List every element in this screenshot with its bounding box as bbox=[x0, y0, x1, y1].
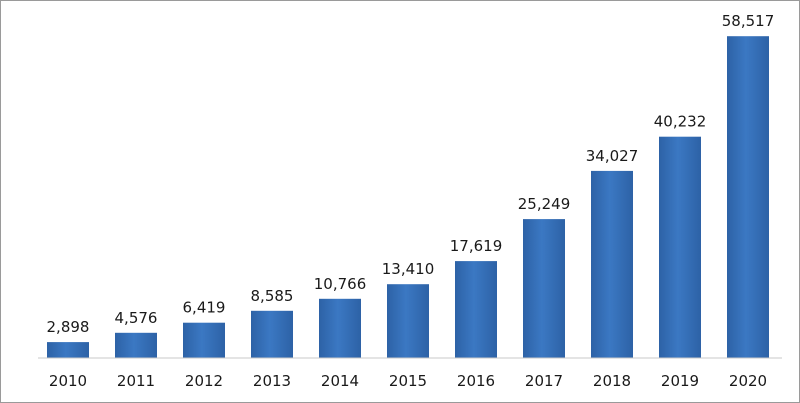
bars-group bbox=[47, 36, 769, 358]
x-tick-labels-group: 2010 2011 2012 2013 2014 2015 2016 2017 2018 2019… bbox=[49, 372, 767, 390]
bar-2011 bbox=[115, 332, 157, 358]
data-label-2019: 40,232 bbox=[654, 113, 707, 131]
bar-2018 bbox=[591, 170, 633, 358]
data-label-2010: 2,898 bbox=[47, 318, 90, 336]
data-label-2011: 4,576 bbox=[115, 309, 158, 327]
data-label-2015: 13,410 bbox=[382, 260, 435, 278]
data-labels-group: 2,898 4,576 6,419 8,585 10,766 13,410 17,619 25… bbox=[47, 12, 775, 336]
x-tick-label-2018: 2018 bbox=[593, 372, 631, 390]
x-tick-label-2017: 2017 bbox=[525, 372, 563, 390]
bar-2017 bbox=[523, 219, 565, 358]
x-tick-label-2013: 2013 bbox=[253, 372, 291, 390]
x-tick-label-2014: 2014 bbox=[321, 372, 359, 390]
data-label-2013: 8,585 bbox=[251, 287, 294, 305]
data-label-2020: 58,517 bbox=[722, 12, 775, 30]
x-tick-label-2011: 2011 bbox=[117, 372, 155, 390]
x-tick-label-2016: 2016 bbox=[457, 372, 495, 390]
bar-2014 bbox=[319, 298, 361, 358]
data-label-2016: 17,619 bbox=[450, 237, 503, 255]
bar-2019 bbox=[659, 136, 701, 358]
data-label-2017: 25,249 bbox=[518, 195, 571, 213]
bar-2015 bbox=[387, 284, 429, 358]
data-label-2014: 10,766 bbox=[314, 275, 367, 293]
data-label-2012: 6,419 bbox=[183, 299, 226, 317]
bar-2012 bbox=[183, 322, 225, 358]
bar-2020 bbox=[727, 36, 769, 358]
data-label-2018: 34,027 bbox=[586, 147, 639, 165]
x-tick-label-2015: 2015 bbox=[389, 372, 427, 390]
x-tick-label-2020: 2020 bbox=[729, 372, 767, 390]
bar-2016 bbox=[455, 261, 497, 358]
x-tick-label-2010: 2010 bbox=[49, 372, 87, 390]
bar-2010 bbox=[47, 342, 89, 358]
bar-2013 bbox=[251, 310, 293, 358]
x-tick-label-2012: 2012 bbox=[185, 372, 223, 390]
x-tick-label-2019: 2019 bbox=[661, 372, 699, 390]
